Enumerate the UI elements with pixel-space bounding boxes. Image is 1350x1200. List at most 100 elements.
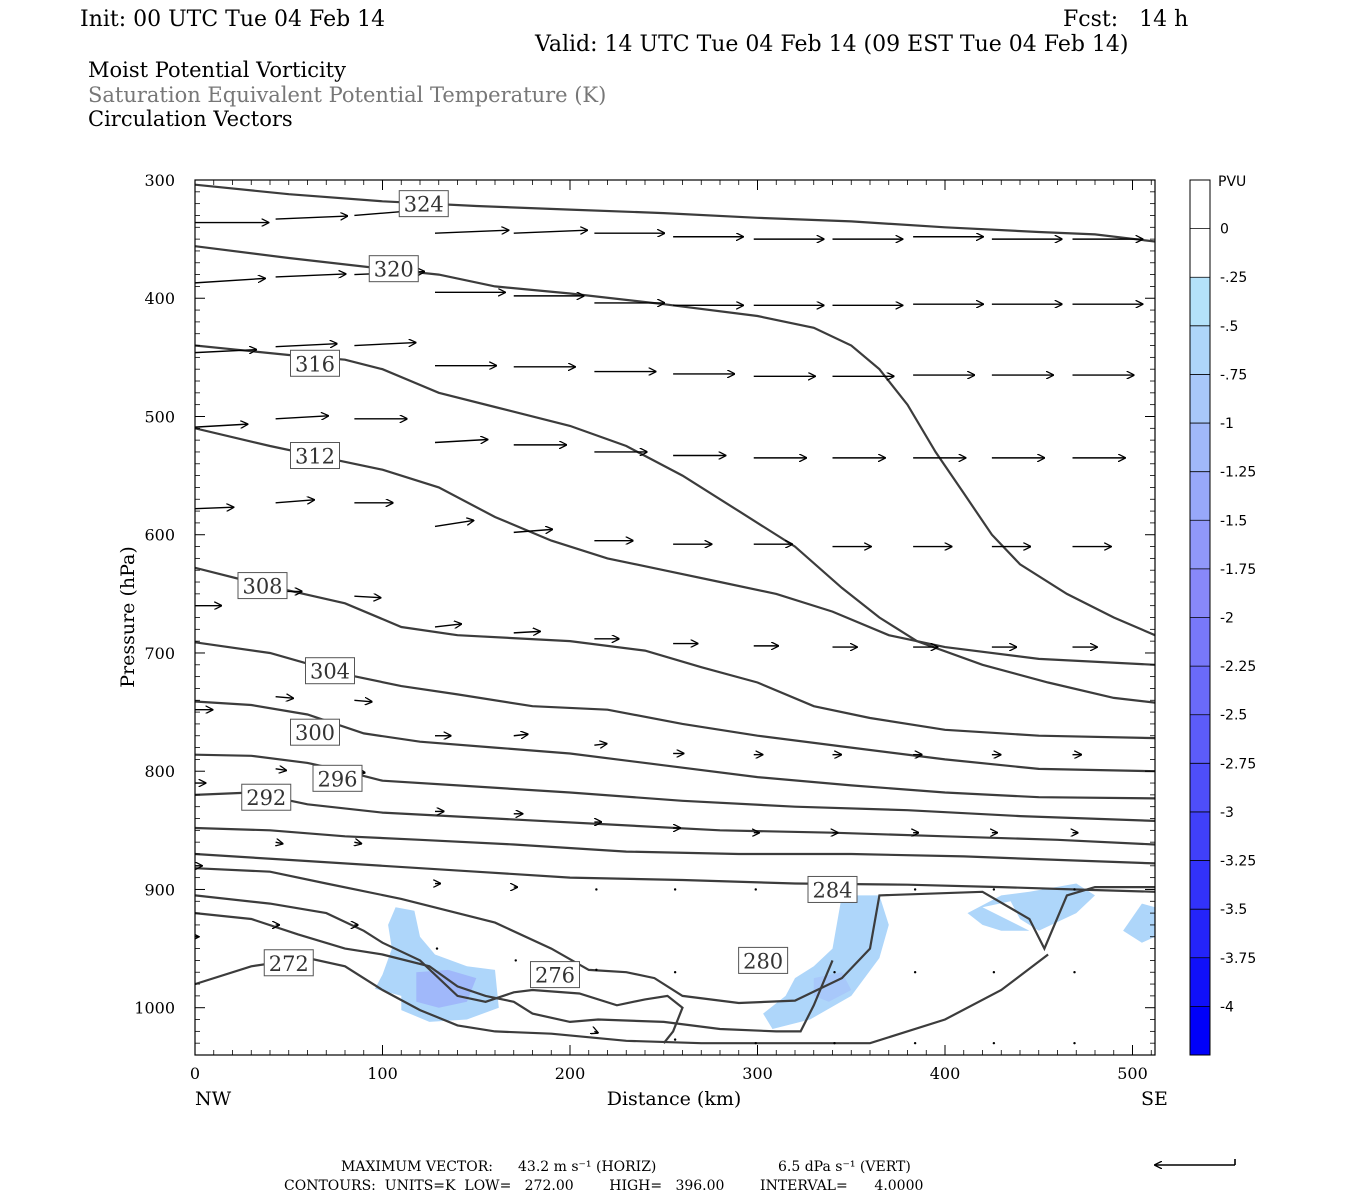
- isentrope-label: 284: [812, 878, 852, 902]
- isentrope-line: [195, 183, 1155, 243]
- isentrope-label: 276: [535, 964, 575, 988]
- circulation-vector: [1073, 1041, 1076, 1045]
- mpv-shade-region: [763, 895, 889, 1029]
- field-title-theta-es: Saturation Equivalent Potential Temperat…: [88, 83, 606, 107]
- circulation-vector: [513, 734, 528, 736]
- isentrope-line: [195, 867, 1155, 1005]
- colorbar-swatch: [1190, 374, 1210, 424]
- mpv-shade-region: [1123, 903, 1155, 943]
- circulation-vector: [275, 344, 337, 347]
- y-tick-label: 400: [144, 289, 175, 308]
- circulation-vector: [195, 424, 248, 427]
- isentrope-label: 308: [242, 575, 282, 599]
- theta-es-contours: [195, 183, 1155, 1045]
- max-vector-label: MAXIMUM VECTOR:: [341, 1159, 493, 1175]
- isentrope-label: 296: [317, 767, 357, 791]
- isentrope-label: 304: [310, 660, 350, 684]
- x-axis-title: Distance (km): [607, 1088, 742, 1110]
- isentrope-line: [195, 700, 1155, 800]
- reference-vector-icon: [1155, 1159, 1236, 1165]
- circulation-vector: [673, 1038, 677, 1041]
- colorbar-swatch: [1190, 860, 1210, 910]
- circulation-vector: [913, 1041, 917, 1045]
- colorbar-level-label: -.5: [1220, 319, 1238, 335]
- isentrope-line: [195, 852, 1155, 893]
- colorbar-swatch: [1190, 763, 1210, 813]
- circulation-vector: [673, 888, 677, 891]
- circulation-vector: [513, 631, 540, 633]
- colorbar-swatch: [1190, 1006, 1210, 1056]
- isentrope-label-box: [312, 764, 363, 792]
- forecast-hour: Fcst: 14 h: [1063, 7, 1188, 32]
- circulation-vector: [275, 697, 294, 699]
- isentrope-line: [195, 427, 1155, 666]
- circulation-vector: [275, 500, 315, 503]
- colorbar-level-label: -1.75: [1220, 562, 1256, 578]
- circulation-vector: [754, 888, 757, 891]
- circulation-vector: [513, 230, 588, 233]
- colorbar-level-label: 0: [1220, 222, 1229, 238]
- field-title-vectors: Circulation Vectors: [88, 107, 293, 131]
- circulation-vector: [594, 744, 606, 746]
- circulation-vector: [754, 1041, 757, 1045]
- colorbar-level-label: -1.25: [1220, 465, 1256, 481]
- isentrope-label: 320: [374, 258, 414, 282]
- colorbar-level-label: -3.25: [1220, 854, 1256, 870]
- isentrope-line: [195, 566, 1155, 740]
- x-axis: 0 100 200 300 400 500: [190, 180, 1152, 1083]
- isentrope-label: 272: [269, 952, 309, 976]
- circulation-vector: [673, 971, 677, 974]
- colorbar-level-label: -2.75: [1220, 756, 1256, 772]
- isentrope-label-box: [237, 572, 288, 600]
- circulation-vector: [195, 278, 265, 284]
- colorbar-level-label: -3.75: [1220, 951, 1256, 967]
- colorbar-swatch: [1190, 617, 1210, 667]
- circulation-vector: [354, 700, 372, 702]
- isentrope-line: [195, 826, 1155, 865]
- colorbar-units: PVU: [1218, 174, 1246, 190]
- isentrope-label: 300: [295, 721, 335, 745]
- colorbar-swatch: [1190, 811, 1210, 862]
- y-tick-label: 300: [144, 171, 175, 190]
- isentrope-line: [195, 912, 834, 1033]
- y-tick-label: 700: [144, 644, 175, 663]
- isentrope-label-box: [263, 949, 314, 977]
- isentrope-label-box: [530, 961, 580, 989]
- y-axis-title: Pressure (hPa): [117, 546, 139, 688]
- circulation-vectors: [195, 209, 1143, 1045]
- circulation-vector: [434, 520, 474, 528]
- contour-info: CONTOURS: UNITS=K LOW= 272.00 HIGH= 396.…: [284, 1178, 923, 1194]
- x-tick-label: 200: [555, 1064, 586, 1083]
- isentrope-label: 312: [295, 445, 335, 469]
- isentrope-label-box: [290, 442, 340, 470]
- circulation-vector: [1073, 971, 1076, 974]
- isentrope-label-box: [241, 783, 292, 811]
- max-vector-horiz: 43.2 m s⁻¹ (HORIZ): [518, 1159, 656, 1175]
- x-tick-label: 400: [930, 1064, 961, 1083]
- colorbar-level-label: -4: [1220, 999, 1234, 1015]
- y-axis: 300 400 500 600 700 800 900 1000: [134, 171, 1155, 1044]
- circulation-vector: [275, 274, 346, 277]
- mpv-shade-region: [967, 883, 1095, 931]
- isentrope-label: 324: [404, 193, 444, 217]
- colorbar-level-label: -3.5: [1220, 902, 1247, 918]
- circulation-vector: [514, 959, 517, 962]
- circulation-vector: [513, 529, 553, 532]
- isentrope-label-box: [305, 657, 355, 685]
- colorbar-swatch: [1190, 909, 1210, 959]
- circulation-vector: [434, 440, 488, 443]
- circulation-vector: [275, 769, 287, 771]
- circulation-vector: [1073, 888, 1076, 891]
- circulation-vector: [595, 968, 598, 972]
- isentrope-line: [195, 245, 1155, 637]
- circulation-vector: [195, 507, 234, 509]
- x-tick-label: 0: [190, 1064, 200, 1083]
- isentrope-label: 280: [743, 949, 783, 973]
- circulation-vector: [833, 1041, 836, 1045]
- mpv-shade-region: [813, 972, 852, 1002]
- colorbar-swatch: [1190, 325, 1210, 375]
- isentrope-line: [195, 344, 1155, 704]
- field-title-mpv: Moist Potential Vorticity: [88, 58, 346, 82]
- isentrope-label-box: [368, 255, 419, 283]
